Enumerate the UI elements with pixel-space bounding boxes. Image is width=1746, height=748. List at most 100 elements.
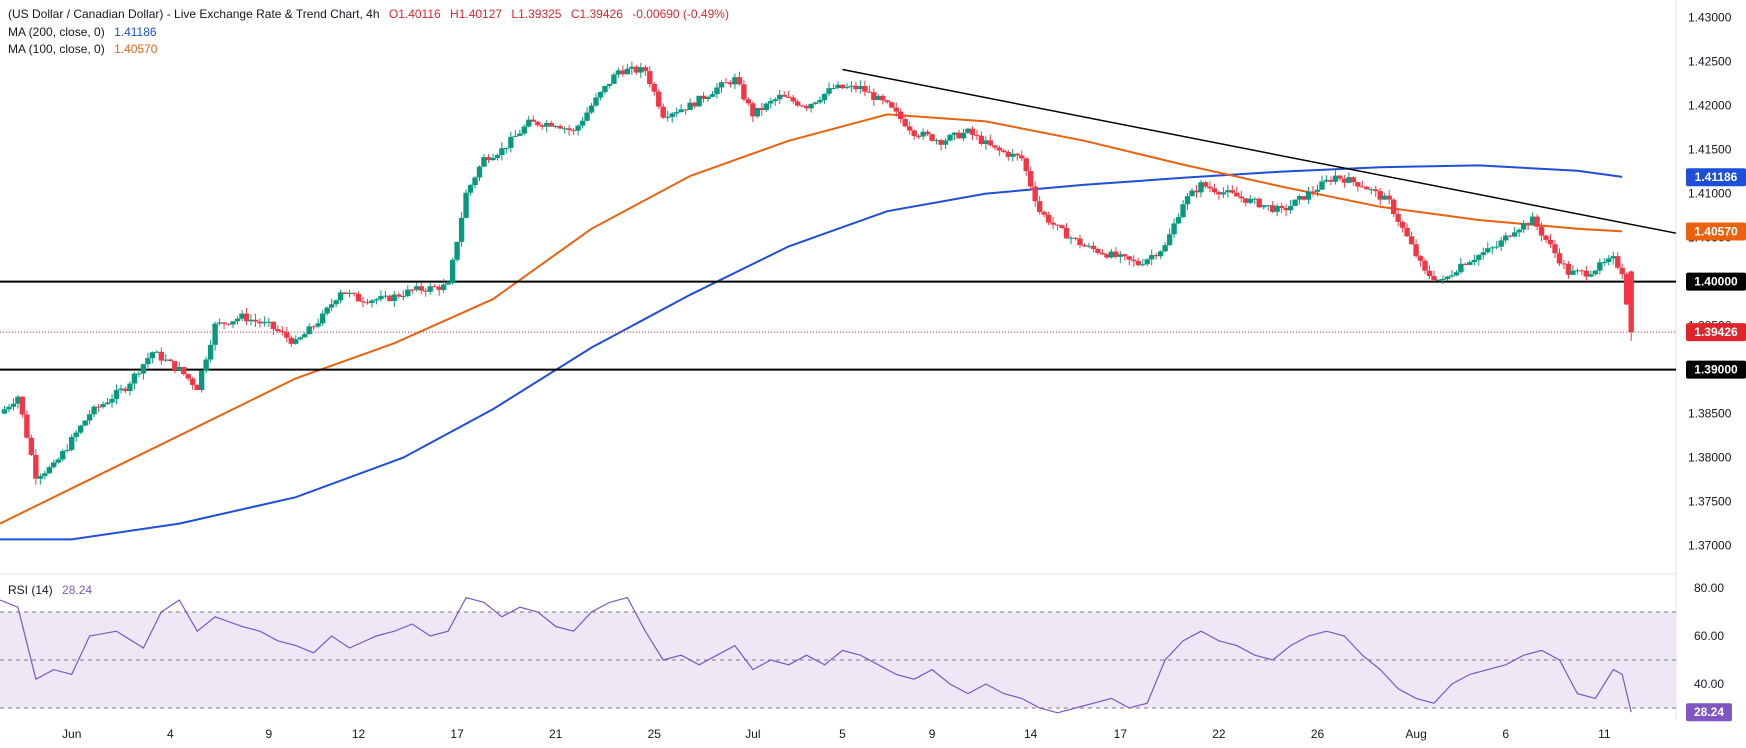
candle-down (1023, 158, 1029, 172)
ma100-label: MA (100, close, 0) (8, 42, 105, 56)
candle-up (163, 359, 169, 361)
candle-up (499, 148, 505, 156)
ma100-legend[interactable]: MA (100, close, 0) 1.40570 (8, 42, 163, 57)
candle-down (1036, 201, 1043, 212)
candle-up (602, 85, 608, 93)
candle-down (862, 86, 868, 92)
candle-down (978, 135, 985, 144)
rsi-band (0, 612, 1676, 708)
candle-down (727, 82, 734, 85)
candle-down (750, 103, 756, 117)
candle-up (1180, 204, 1186, 218)
time-tick-label: 14 (1024, 727, 1038, 741)
candle-up (463, 192, 469, 218)
candle-up (51, 462, 57, 468)
rsi-badge (1686, 703, 1732, 722)
open-value: O1.40116 (388, 7, 441, 21)
ma200-line (0, 164, 1623, 541)
candle-down (194, 384, 200, 391)
candle-up (1570, 270, 1576, 275)
candle-up (140, 364, 147, 374)
candle-up (812, 102, 819, 104)
candle-down (1426, 270, 1433, 277)
candle-down (1278, 205, 1285, 208)
candle-up (1588, 274, 1594, 277)
candle-up (624, 68, 631, 75)
candle-up (1010, 153, 1016, 157)
time-tick-label: Jun (62, 727, 81, 741)
candle-up (844, 86, 850, 89)
candle-up (60, 451, 66, 460)
candle-down (1256, 198, 1262, 208)
candle-up (315, 323, 321, 327)
candle-up (678, 109, 684, 113)
candle-down (700, 95, 707, 99)
candle-up (1606, 258, 1612, 263)
candle-down (351, 292, 357, 294)
candle-up (1117, 254, 1124, 257)
candle-down (1301, 196, 1307, 200)
candle-down (1579, 270, 1585, 272)
candle-up (414, 286, 420, 290)
candle-up (149, 352, 156, 359)
time-tick-label: Aug (1405, 727, 1426, 741)
candle-up (584, 112, 590, 121)
candle-up (1511, 232, 1518, 237)
candle-up (1574, 270, 1581, 272)
candle-up (1319, 181, 1325, 190)
candle-up (154, 351, 160, 353)
candle-down (557, 126, 563, 129)
candle-up (212, 323, 218, 345)
candle-up (1476, 255, 1482, 260)
candle-down (1337, 175, 1343, 179)
candle-up (55, 459, 61, 463)
candle-up (1068, 237, 1074, 239)
candle-down (1390, 199, 1397, 215)
ma200-legend[interactable]: MA (200, close, 0) 1.41186 (8, 25, 163, 40)
candle-up (1440, 278, 1446, 280)
candle-up (494, 155, 501, 158)
candle-down (1099, 252, 1106, 255)
candle-down (956, 132, 962, 139)
candle-down (1135, 261, 1141, 266)
candle-down (1359, 186, 1365, 188)
price-tick-label: 1.41500 (1688, 143, 1732, 157)
candle-up (490, 157, 496, 161)
candle-down (1072, 237, 1079, 239)
candle-down (485, 157, 492, 161)
candle-down (1063, 227, 1070, 239)
candle-down (355, 293, 362, 302)
candle-up (1162, 245, 1168, 252)
rsi-badge-label: 28.24 (1694, 705, 1724, 719)
candle-up (983, 140, 989, 144)
candle-up (526, 119, 532, 127)
candle-up (709, 94, 716, 97)
rsi-legend[interactable]: RSI (14) 28.24 (8, 583, 98, 598)
candle-down (660, 106, 666, 118)
candle-up (476, 166, 483, 178)
time-tick-label: 5 (839, 727, 846, 741)
candle-down (1090, 245, 1097, 249)
candle-down (1624, 274, 1630, 305)
candle-down (172, 361, 178, 370)
candle-up (346, 292, 353, 294)
candle-up (1261, 205, 1267, 208)
candle-down (1283, 207, 1289, 211)
candle-up (1140, 264, 1146, 266)
candle-down (1131, 259, 1137, 262)
candle-up (1305, 191, 1312, 200)
candle-down (1202, 182, 1209, 187)
time-tick-label: 26 (1311, 727, 1325, 741)
candle-down (736, 77, 743, 85)
candlesticks (1, 61, 1634, 485)
candle-down (387, 295, 393, 302)
ma100-line (0, 113, 1623, 525)
candle-down (866, 91, 873, 93)
candle-up (1332, 175, 1339, 182)
candle-down (1054, 224, 1061, 226)
candle-down (647, 71, 653, 85)
candle-down (1619, 267, 1625, 275)
candle-up (857, 86, 864, 90)
candle-down (1628, 271, 1634, 333)
candle-up (1175, 217, 1182, 224)
